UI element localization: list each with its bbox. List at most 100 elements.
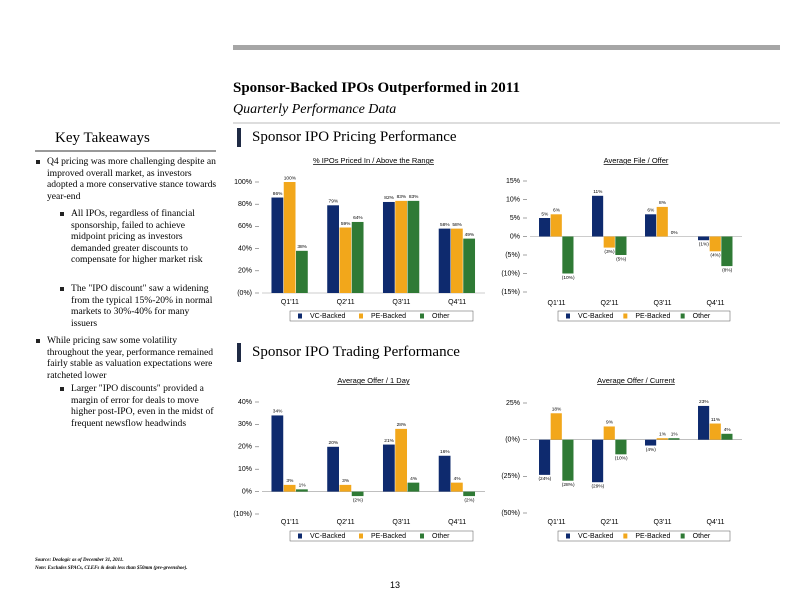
x-tick-label: Q3'11: [392, 299, 410, 306]
bar: [550, 214, 562, 237]
y-tick-label: (25%): [501, 473, 520, 480]
data-label: 82%: [384, 195, 394, 201]
bar: [463, 238, 476, 293]
bar: [550, 413, 562, 440]
bar: [562, 439, 574, 481]
x-tick-label: Q1'11: [548, 519, 566, 526]
bar: [645, 439, 657, 446]
source-note: Source: Dealogic as of December 31, 2011…: [35, 558, 124, 563]
data-label: 83%: [409, 194, 419, 200]
bar: [351, 491, 364, 497]
y-tick-label: (50%): [501, 510, 520, 517]
bullet: [60, 212, 64, 216]
y-tick-label: (15%): [501, 289, 520, 296]
sub-bullet-text: All IPOs, regardless of financial sponso…: [71, 208, 203, 265]
data-label: (24%): [538, 476, 551, 482]
data-label: (3%): [604, 249, 615, 255]
y-tick-label: 80%: [238, 201, 252, 208]
bar: [271, 415, 284, 492]
data-label: 34%: [273, 409, 283, 415]
y-tick-label: (10%): [233, 511, 252, 518]
bar: [603, 426, 615, 440]
y-tick-label: (10%): [501, 270, 520, 277]
data-label: 9%: [606, 420, 614, 426]
y-tick-label: 40%: [238, 245, 252, 252]
data-label: (28%): [562, 482, 575, 488]
y-tick-label: (0%): [505, 437, 520, 444]
bar: [339, 227, 352, 293]
x-tick-label: Q1'11: [281, 519, 299, 526]
legend-swatch: [359, 533, 363, 539]
x-tick-label: Q4'11: [707, 300, 725, 307]
bar: [615, 236, 627, 255]
slide-title: Sponsor-Backed IPOs Outperformed in 2011: [233, 80, 520, 96]
x-tick-label: Q3'11: [392, 519, 410, 526]
chart-title: Average File / Offer: [604, 156, 669, 165]
data-label: (4%): [710, 253, 721, 259]
bar: [438, 228, 451, 293]
bar: [395, 428, 408, 492]
bullet-text: Q4 pricing was more challenging despite …: [47, 156, 217, 202]
data-label: 20%: [329, 440, 339, 446]
bar: [709, 423, 721, 440]
sub-bullet-text: Larger "IPO discounts" provided a margin…: [71, 383, 214, 429]
bar: [539, 439, 551, 475]
data-label: 3%: [286, 478, 294, 484]
data-label: 6%: [647, 208, 655, 214]
bar: [698, 405, 710, 440]
bar: [645, 214, 657, 237]
bar: [283, 484, 296, 492]
bar: [382, 201, 395, 293]
legend-label: VC-Backed: [310, 533, 346, 540]
legend-box: [289, 310, 474, 322]
x-tick-label: Q2'11: [601, 519, 619, 526]
data-label: 1%: [659, 431, 667, 437]
bar: [656, 438, 668, 440]
data-label: 58%: [440, 222, 450, 228]
bar: [450, 228, 463, 293]
bar: [351, 221, 364, 293]
y-tick-label: 0%: [242, 488, 252, 495]
x-tick-label: Q4'11: [707, 519, 725, 526]
bar: [721, 433, 733, 440]
data-label: (5%): [616, 256, 627, 262]
data-label: 100%: [284, 175, 297, 181]
y-tick-label: 10%: [238, 466, 252, 473]
takeaways-heading: Key Takeaways: [55, 130, 150, 146]
section-heading: Sponsor IPO Trading Performance: [252, 344, 460, 360]
data-label: (1%): [699, 241, 710, 247]
data-label: 21%: [384, 438, 394, 444]
section-marker: [237, 128, 241, 147]
data-label: (4%): [646, 447, 657, 453]
chart-title: % IPOs Priced In / Above the Range: [313, 156, 434, 165]
page-number: 13: [390, 580, 401, 590]
section-heading: Sponsor IPO Pricing Performance: [252, 129, 457, 145]
bar: [539, 218, 551, 237]
bar: [668, 438, 680, 440]
legend-swatch: [623, 313, 628, 319]
data-label: 38%: [297, 244, 307, 250]
data-label: 64%: [353, 215, 363, 221]
legend-label: Other: [693, 533, 711, 540]
bar: [407, 200, 420, 293]
legend-swatch: [566, 533, 570, 539]
y-tick-label: 60%: [238, 223, 252, 230]
legend-swatch: [680, 533, 685, 539]
bullet: [60, 387, 64, 391]
legend-box: [557, 530, 731, 542]
data-label: 79%: [329, 199, 339, 205]
data-label: (8%): [722, 267, 733, 273]
data-label: (10%): [562, 275, 575, 281]
bar: [283, 182, 296, 293]
y-tick-label: 10%: [506, 196, 520, 203]
data-label: (2%): [353, 497, 364, 503]
data-label: (29%): [591, 483, 604, 489]
data-label: 49%: [465, 232, 475, 238]
y-tick-label: (0%): [237, 290, 252, 297]
bullet: [36, 339, 40, 343]
x-tick-label: Q2'11: [337, 299, 355, 306]
bullet: [36, 160, 40, 164]
bar: [603, 236, 615, 248]
x-tick-label: Q1'11: [281, 299, 299, 306]
